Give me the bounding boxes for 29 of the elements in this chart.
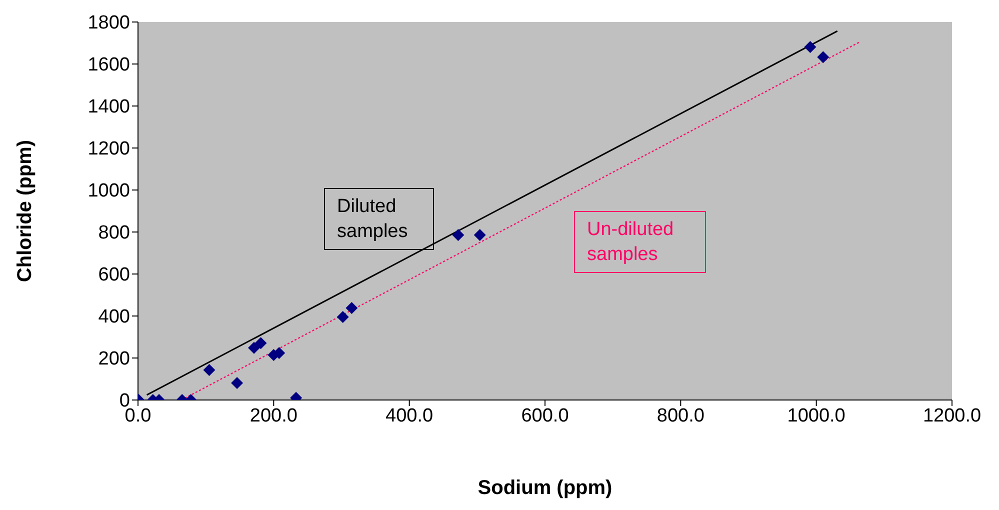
point — [254, 337, 267, 350]
y-tick-label: 600 — [98, 264, 130, 286]
point — [248, 342, 260, 354]
x-tick-label: 1200.0 — [922, 405, 982, 426]
point — [452, 228, 464, 241]
point — [231, 376, 244, 389]
y-axis-title: Chloride (ppm) — [14, 140, 36, 282]
series-label: Diluted samples — [324, 188, 434, 250]
point — [346, 302, 358, 314]
point — [474, 228, 486, 241]
y-tick-label: 1400 — [88, 96, 130, 118]
y-tick-label: 1200 — [88, 138, 130, 160]
x-tick-label: 1000.0 — [787, 405, 846, 426]
series-label: Un-diluted samples — [574, 211, 706, 273]
x-axis-title: Sodium (ppm) — [478, 477, 612, 499]
x-tick-label: 400.0 — [386, 405, 434, 426]
point — [203, 364, 216, 376]
y-tick-label: 1000 — [88, 180, 130, 202]
point — [804, 40, 816, 53]
point — [336, 311, 349, 324]
y-tick-label: 1800 — [88, 12, 130, 34]
x-tick-label: 800.0 — [656, 405, 704, 426]
y-tick-label: 400 — [98, 306, 130, 328]
x-tick-label: 600.0 — [521, 405, 569, 426]
point — [817, 51, 830, 64]
y-tick-label: 1600 — [88, 54, 130, 76]
x-tick-label: 200.0 — [250, 405, 298, 426]
y-tick-label: 200 — [98, 348, 130, 370]
y-tick-label: 800 — [98, 222, 130, 244]
